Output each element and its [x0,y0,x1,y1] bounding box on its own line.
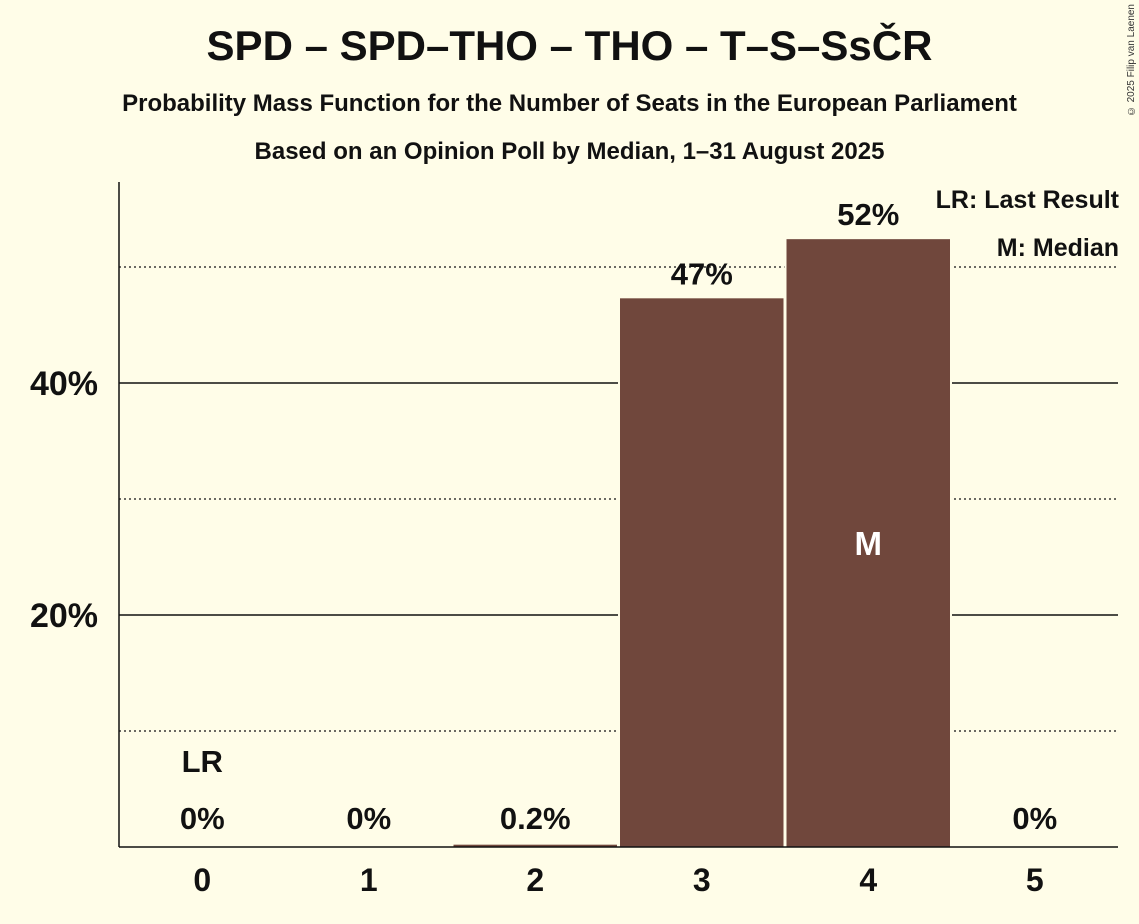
legend-median: M: Median [996,234,1119,262]
chart-subtitle: Probability Mass Function for the Number… [122,90,1017,117]
x-tick-label: 2 [526,862,544,898]
x-tick-label: 5 [1026,862,1044,898]
data-label: 0% [1012,801,1057,836]
x-tick-label: 1 [360,862,378,898]
data-label: 0.2% [500,801,571,836]
y-tick-label: 40% [30,365,98,403]
data-label: 0% [180,801,225,836]
data-label: 52% [837,197,899,232]
x-tick-label: 3 [693,862,711,898]
bar-3 [620,298,784,847]
last-result-marker: LR [182,744,223,779]
y-tick-label: 20% [30,597,98,635]
x-tick-label: 4 [859,862,877,898]
bar-4 [786,239,950,847]
bar-2 [453,844,617,847]
data-label: 0% [346,801,391,836]
chart-source-subtitle: Based on an Opinion Poll by Median, 1–31… [254,138,885,165]
chart-title: SPD – SPD–THO – THO – T–S–SsČR [206,22,933,69]
legend-last-result: LR: Last Result [935,186,1119,214]
x-tick-label: 0 [193,862,211,898]
median-marker: M [855,525,883,562]
data-label: 47% [671,256,733,291]
